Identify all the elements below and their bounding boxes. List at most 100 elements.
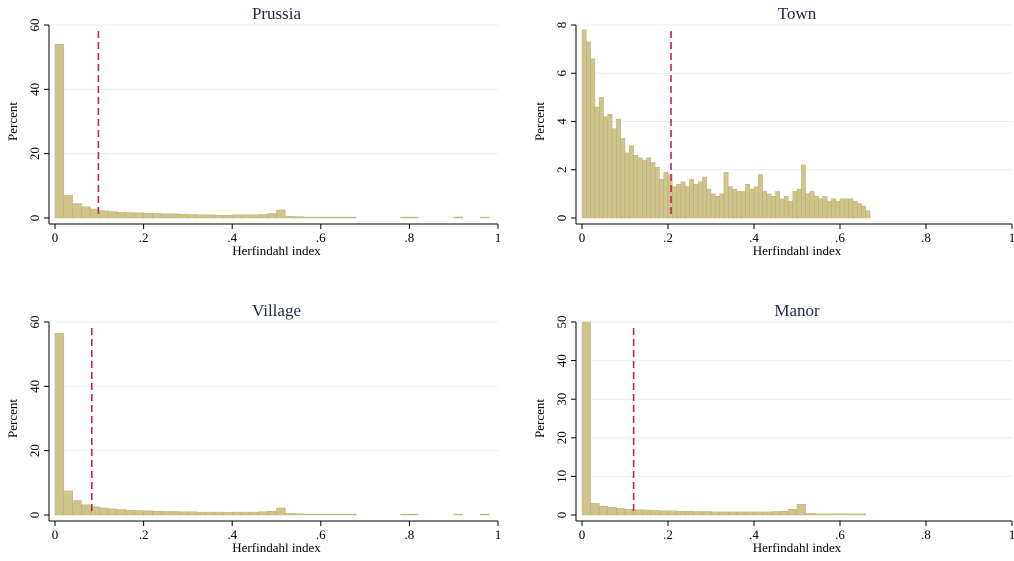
histogram-bar <box>857 513 867 516</box>
histogram-bar <box>805 193 811 219</box>
histogram-bar <box>762 191 768 219</box>
histogram-bar <box>642 509 652 516</box>
x-tick-label: .6 <box>835 527 845 542</box>
histogram-bar <box>642 159 647 219</box>
histogram-bar <box>169 511 180 516</box>
histogram-bar <box>685 510 695 516</box>
y-tick-label: 40 <box>27 83 42 96</box>
histogram-bar <box>624 152 630 219</box>
x-tick-label: .4 <box>227 230 237 245</box>
histogram-bar <box>728 186 733 219</box>
histogram-bar <box>276 209 286 219</box>
histogram-bar <box>839 513 849 516</box>
panel-title: Prussia <box>252 4 302 23</box>
histogram-bar <box>749 188 755 219</box>
x-axis-title: Herfindahl index <box>232 243 321 258</box>
x-tick-label: .8 <box>921 230 931 245</box>
y-tick-label: 40 <box>554 354 569 367</box>
histogram-bar <box>710 511 720 516</box>
histogram-bar <box>116 509 127 516</box>
histogram-bar <box>676 184 682 219</box>
x-axis-title: Herfindahl index <box>232 540 321 555</box>
histogram-bar <box>134 212 144 219</box>
histogram-bar <box>267 213 277 219</box>
histogram-bar <box>453 513 463 516</box>
histogram-bar <box>676 510 686 516</box>
histogram-bar <box>285 513 295 516</box>
histogram-bar <box>599 97 604 219</box>
histogram-bar <box>723 171 729 219</box>
histogram-bar <box>581 321 591 516</box>
histogram-bar <box>178 511 189 516</box>
histogram-bar <box>693 184 699 219</box>
histogram-bar <box>338 216 348 219</box>
histogram-bar <box>831 513 841 516</box>
x-tick-label: .2 <box>139 527 149 542</box>
x-tick-label: .6 <box>835 230 845 245</box>
histogram-bar <box>672 186 677 219</box>
histogram-bar <box>594 106 600 219</box>
histogram-bar <box>852 200 858 219</box>
histogram-bar <box>480 513 490 516</box>
histogram-bar <box>294 216 304 219</box>
histogram-bar <box>740 191 746 219</box>
histogram-bar <box>788 200 793 219</box>
histogram-bar <box>706 188 712 219</box>
x-tick-label: .4 <box>749 527 759 542</box>
y-tick-label: 50 <box>554 316 569 329</box>
x-axis-title: Herfindahl index <box>753 540 842 555</box>
histogram-bar <box>267 510 277 516</box>
histogram-bar <box>231 214 242 219</box>
panel-title: Village <box>252 301 301 320</box>
histogram-bar <box>835 200 841 219</box>
histogram-bar <box>187 511 197 516</box>
histogram-bar <box>762 511 772 516</box>
x-tick-label: 0 <box>579 230 586 245</box>
histogram-bar <box>590 58 596 219</box>
histogram-bar <box>409 513 419 516</box>
y-tick-label: 0 <box>554 512 569 519</box>
x-tick-label: .8 <box>405 527 415 542</box>
histogram-bar <box>196 511 206 516</box>
histogram-bar <box>143 212 153 219</box>
histogram-bar <box>302 216 313 219</box>
histogram-bar <box>107 508 118 516</box>
x-tick-label: 1 <box>1009 527 1014 542</box>
histogram-bar <box>861 205 866 219</box>
histogram-bar <box>258 214 268 219</box>
histogram-bar <box>814 513 824 516</box>
histogram-bar <box>249 214 259 219</box>
histogram-bar <box>839 198 845 219</box>
histogram-bar <box>99 210 109 219</box>
x-tick-label: .6 <box>316 527 326 542</box>
y-tick-label: 10 <box>554 470 569 483</box>
x-tick-label: .2 <box>663 230 673 245</box>
histogram-bar <box>134 510 144 516</box>
y-tick-label: 40 <box>27 380 42 393</box>
histogram-bar <box>54 333 65 516</box>
x-tick-label: .8 <box>921 527 931 542</box>
y-tick-label: 0 <box>554 215 569 222</box>
histogram-bar <box>616 508 626 516</box>
histogram-bar <box>125 212 135 219</box>
histogram-bar <box>796 188 802 219</box>
histogram-bar <box>805 513 815 516</box>
histogram-bar <box>801 164 806 219</box>
histogram-bar <box>659 179 664 219</box>
histogram-bar <box>54 44 65 219</box>
x-tick-label: .6 <box>316 230 326 245</box>
histogram-bar <box>693 511 703 516</box>
histogram-bar <box>223 512 233 516</box>
y-axis-title: Percent <box>5 102 20 141</box>
histogram-bar <box>766 193 772 219</box>
y-tick-label: 30 <box>554 393 569 406</box>
histogram-panel-prussia: Prussia 0 .2 .4 .6 .8 1 0 20 40 60 Herfindahl index… <box>5 4 501 258</box>
x-tick-label: 0 <box>52 230 59 245</box>
histogram-bar <box>347 513 357 516</box>
histogram-bar <box>629 145 634 219</box>
histogram-bar <box>633 509 643 516</box>
histogram-bar <box>285 216 295 219</box>
histogram-bar <box>214 511 224 516</box>
histogram-bar <box>81 206 91 219</box>
